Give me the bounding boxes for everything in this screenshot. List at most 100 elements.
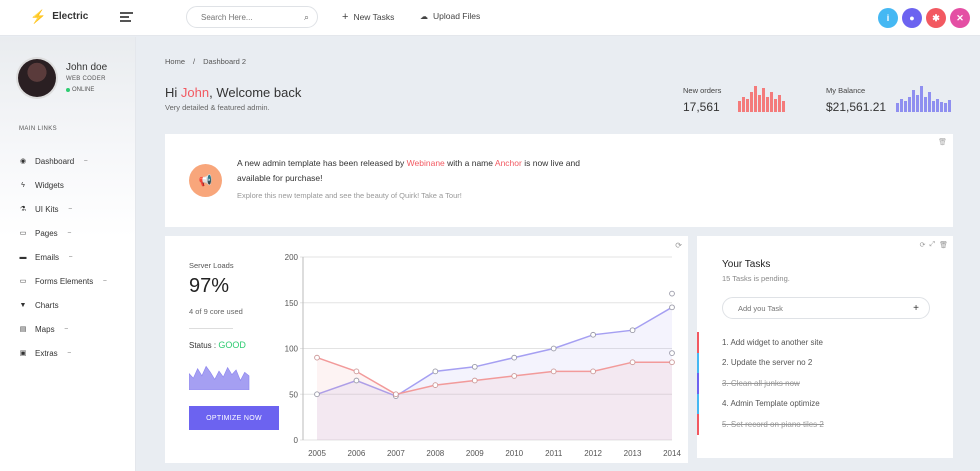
sidebar-item-dashboard[interactable]: ◉ Dashboard – (19, 149, 107, 173)
trash-icon[interactable]: 🗑 (938, 139, 947, 146)
search-box: ⌕ (186, 6, 318, 28)
search-icon[interactable]: ⌕ (303, 11, 309, 22)
data-point (550, 345, 557, 352)
close-icon[interactable]: ✕ (950, 8, 970, 28)
page-subtitle: Very detailed & featured admin. (165, 103, 270, 112)
task-item[interactable]: 4. Admin Template optimize (697, 393, 977, 414)
sidebar-item-extras[interactable]: ▣ Extras – (19, 341, 107, 365)
sidebar-item-widgets[interactable]: ϟ Widgets (19, 173, 107, 197)
task-item[interactable]: 1. Add widget to another site (697, 332, 977, 353)
data-point (511, 354, 518, 361)
server-loads-card: ⟳ Server Loads 97% 4 of 9 core used Stat… (165, 236, 688, 463)
trophy-icon: ▼ (19, 301, 27, 309)
y-tick-label: 0 (294, 436, 299, 445)
announcement-text: A new admin template has been released b… (237, 158, 580, 183)
sparkline-bar (904, 101, 907, 112)
expand-icon[interactable]: ⤢ (929, 241, 936, 248)
quick-actions: i ● ✱ ✕ (878, 8, 970, 28)
sparkline-bar (782, 101, 785, 112)
sidebar: John doe WEB CODER ONLINE MAIN LINKS ◉ Da… (0, 37, 136, 471)
sidebar-item-label: Emails (35, 252, 60, 262)
sparkline-bar (944, 103, 947, 112)
new-tasks-button[interactable]: + New Tasks (342, 11, 395, 23)
chevron-icon: – (103, 278, 107, 284)
chevron-icon: – (64, 326, 68, 332)
sidebar-item-emails[interactable]: ▬ Emails – (19, 245, 107, 269)
brand-name: Electric (52, 11, 89, 22)
task-item[interactable]: 3. Clean all junks now (697, 373, 977, 394)
status-badge: GOOD (218, 340, 246, 350)
sparkline-bar (908, 97, 911, 112)
task-color-bar (697, 393, 699, 414)
sparkline-bar (754, 86, 757, 112)
pages-icon: ▭ (19, 230, 27, 237)
tasks-card: ⟳ ⤢ 🗑 Your Tasks 15 Tasks is pending. + … (697, 236, 953, 458)
sparkline-bar (774, 99, 777, 112)
optimize-now-button[interactable]: OPTIMIZE NOW (189, 406, 279, 430)
data-point (393, 391, 399, 398)
webinane-link[interactable]: Webinane (406, 158, 445, 168)
sparkline-bar (762, 88, 765, 112)
data-point (432, 368, 439, 375)
sparkline-bar (928, 92, 931, 112)
top-bar: ⚡ Electric ⌕ + New Tasks ☁ Upload Files … (0, 0, 980, 36)
page-title: Hi John, Welcome back (165, 85, 302, 100)
sidebar-section-label: MAIN LINKS (19, 126, 58, 132)
brand-logo[interactable]: ⚡ Electric (30, 10, 88, 23)
sidebar-item-label: Widgets (35, 180, 64, 190)
task-item[interactable]: 2. Update the server no 2 (697, 352, 977, 373)
divider (189, 328, 233, 329)
breadcrumb-separator: / (193, 57, 196, 66)
refresh-icon[interactable]: ⟳ (675, 241, 682, 250)
announcement-card: 🗑 📢 A new admin template has been releas… (165, 134, 953, 227)
breadcrumb-home[interactable]: Home (165, 57, 186, 66)
sparkline-bar (936, 99, 939, 112)
x-tick-label: 2006 (348, 449, 366, 458)
chat-icon[interactable]: ● (902, 8, 922, 28)
yearly-line-chart: 0 50 100 150 200 2005 2006 2007 2008 2009 2010 2011… (285, 253, 682, 458)
task-label: 5. Set record on piano tiles 2 (722, 419, 824, 429)
upload-files-button[interactable]: ☁ Upload Files (420, 11, 481, 21)
chevron-icon: – (84, 158, 88, 164)
search-input[interactable] (201, 12, 304, 22)
sidebar-item-ui-kits[interactable]: ⚗ UI Kits – (19, 197, 107, 221)
add-task-plus-icon[interactable]: + (913, 302, 919, 314)
sparkline-bar (924, 97, 927, 112)
x-tick-label: 2010 (505, 449, 523, 458)
data-point (314, 391, 320, 398)
server-status: Status : GOOD (189, 340, 246, 350)
sparkline-bar (932, 101, 935, 112)
server-loads-label: Server Loads (189, 261, 234, 270)
info-icon[interactable]: i (878, 8, 898, 28)
lightning-icon: ⚡ (30, 9, 47, 24)
trash-icon[interactable]: 🗑 (939, 242, 948, 249)
refresh-icon[interactable]: ⟳ (919, 242, 926, 249)
sidebar-item-maps[interactable]: ▤ Maps – (19, 317, 107, 341)
menu-toggle-icon[interactable] (120, 12, 133, 24)
data-point (669, 304, 675, 311)
sparkline-bar (766, 97, 769, 112)
sidebar-item-charts[interactable]: ▼ Charts (19, 293, 107, 317)
avatar[interactable] (18, 59, 56, 97)
card-tools: ⟳ ⤢ 🗑 (920, 241, 948, 249)
data-point (432, 382, 439, 388)
balance-stat: My Balance $21,561.21 (826, 86, 887, 114)
add-task-input[interactable] (738, 303, 914, 313)
sidebar-item-forms-elements[interactable]: ▭ Forms Elements – (19, 269, 107, 293)
settings-icon[interactable]: ✱ (926, 8, 946, 28)
task-label: 4. Admin Template optimize (722, 399, 820, 409)
anchor-link[interactable]: Anchor (494, 158, 522, 168)
balance-sparkline (896, 86, 951, 112)
sidebar-item-label: Maps (35, 324, 55, 334)
series-line (316, 356, 672, 396)
sidebar-item-label: Dashboard (35, 156, 75, 166)
series-area (317, 357, 672, 440)
data-point (550, 368, 557, 375)
task-item[interactable]: 5. Set record on piano tiles 2 (697, 414, 977, 435)
sidebar-item-pages[interactable]: ▭ Pages – (19, 221, 107, 245)
sparkline-bar (742, 97, 745, 112)
data-point (314, 354, 320, 361)
sidebar-item-label: Forms Elements (35, 276, 94, 286)
sidebar-nav: ◉ Dashboard – ϟ Widgets ⚗ UI Kits – ▭ Pages – ▬ Emai… (19, 149, 107, 365)
user-role: WEB CODER (66, 76, 106, 82)
